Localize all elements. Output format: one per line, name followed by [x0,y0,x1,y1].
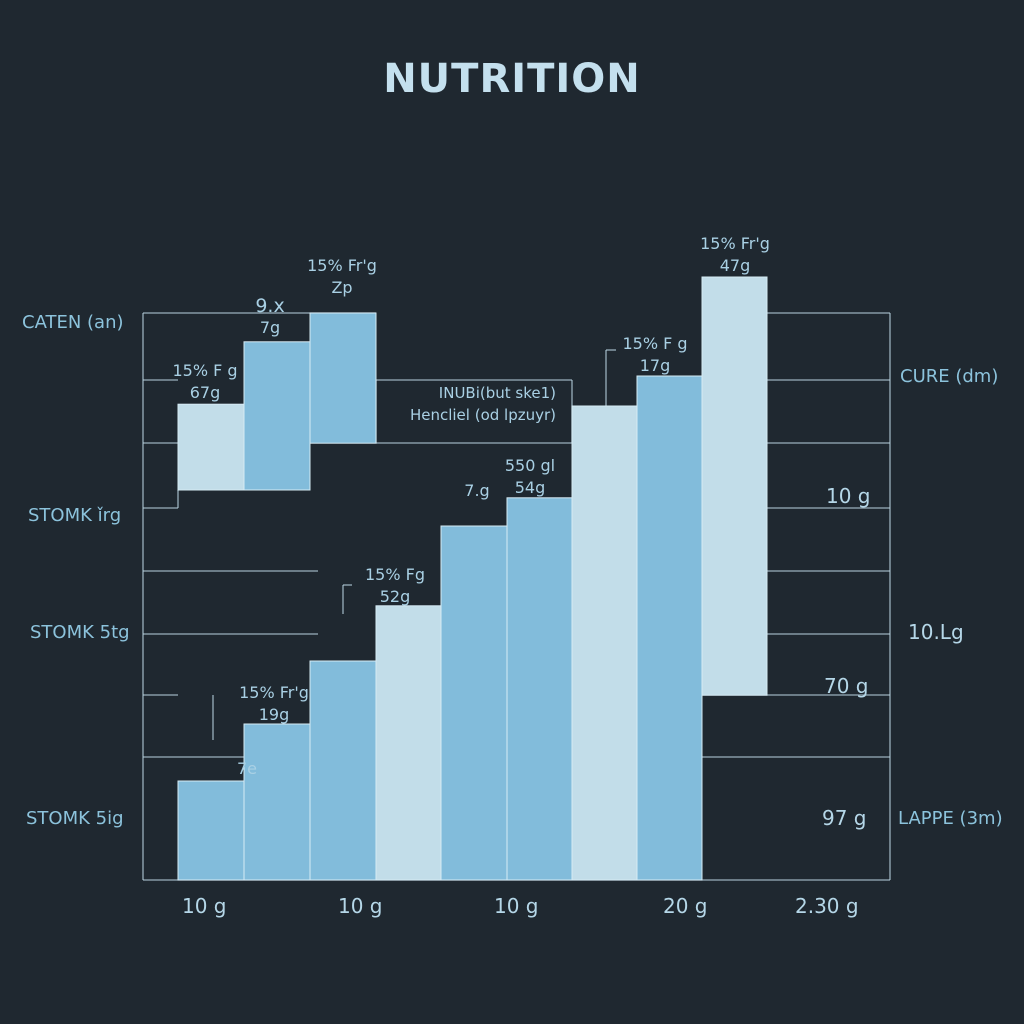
data-label: 15% Fr'g 19g [239,683,309,724]
right-label: 97 g [822,806,867,830]
right-label: 10 g [826,484,871,508]
right-label: LAPPE (3m) [898,808,1003,829]
bar [636,375,703,881]
right-label: CURE (dm) [900,366,999,387]
bar [309,660,377,881]
bar [701,276,768,696]
right-label: 70 g [824,674,869,698]
data-label: 15% F g 17g [622,334,688,375]
data-label: 15% Fr'g Zp [307,256,377,297]
bar [440,525,508,881]
left-label: STOMK ǐrg [28,505,122,526]
left-label: STOMK 5ig [26,808,124,829]
x-tick-label: 10 g [182,894,227,918]
bar [506,497,573,881]
left-label: CATEN (an) [22,312,124,333]
data-label: 15% F g 67g [172,361,238,402]
bar [177,780,245,881]
annotation-box-text: INUBi(but ske1) Hencliel (od lpzuyr) [409,384,556,424]
chart-title: NUTRITION [383,56,641,102]
x-tick-label: 10 g [338,894,383,918]
data-label: 7e [236,759,258,778]
data-label: 9.x 7g [255,295,285,337]
x-tick-label: 20 g [663,894,708,918]
bar [243,341,311,491]
data-label: 15% Fr'g 47g [700,234,770,275]
x-tick-label: 2.30 g [795,894,859,918]
data-label: 15% Fg 52g [364,565,425,606]
bar [309,312,377,444]
data-label: 7.g [464,481,490,500]
right-label: 10.Lg [908,620,964,644]
bar [177,403,245,491]
data-label: 550 gl 54g [504,456,556,497]
bar [243,723,311,881]
bar [375,605,442,881]
bar [571,405,638,881]
x-tick-label: 10 g [494,894,539,918]
left-label: STOMK 5tg [30,622,130,643]
